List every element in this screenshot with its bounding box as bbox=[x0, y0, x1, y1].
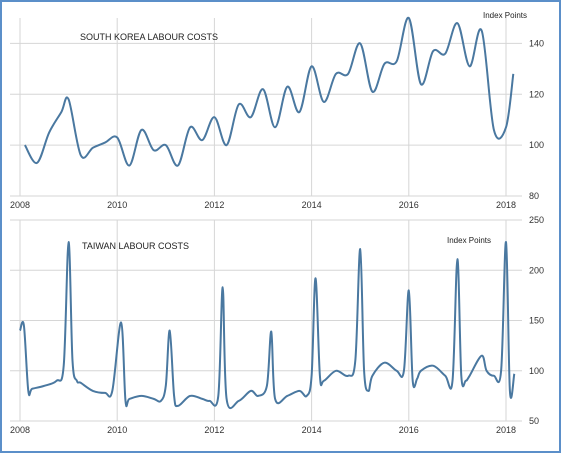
south-korea-y-ticks: 80 100 120 140 bbox=[529, 38, 544, 201]
x-tick-label: 2016 bbox=[399, 200, 419, 210]
x-tick-label: 2014 bbox=[302, 200, 322, 210]
x-tick-label: 2014 bbox=[302, 425, 322, 435]
taiwan-title: TAIWAN LABOUR COSTS bbox=[82, 241, 189, 251]
taiwan-unit-label: Index Points bbox=[447, 236, 491, 245]
taiwan-x-ticks: 2008 2010 2012 2014 2016 2018 bbox=[10, 425, 516, 435]
x-tick-label: 2018 bbox=[496, 425, 516, 435]
x-tick-label: 2016 bbox=[399, 425, 419, 435]
x-tick-label: 2012 bbox=[204, 200, 224, 210]
y-tick-label: 250 bbox=[529, 215, 544, 225]
south-korea-unit-label: Index Points bbox=[483, 11, 527, 20]
y-tick-label: 50 bbox=[529, 416, 539, 426]
taiwan-gridlines bbox=[10, 219, 522, 422]
x-tick-label: 2008 bbox=[10, 425, 30, 435]
x-tick-label: 2010 bbox=[107, 200, 127, 210]
x-tick-label: 2018 bbox=[496, 200, 516, 210]
south-korea-series-line bbox=[24, 16, 515, 167]
south-korea-chart: 80 100 120 140 2008 2010 2012 2014 2016 2018 SOU… bbox=[10, 11, 544, 210]
x-tick-label: 2008 bbox=[10, 200, 30, 210]
x-tick-label: 2010 bbox=[107, 425, 127, 435]
taiwan-y-ticks: 50 100 150 200 250 bbox=[529, 215, 544, 426]
south-korea-x-ticks: 2008 2010 2012 2014 2016 2018 bbox=[10, 200, 516, 210]
y-tick-label: 120 bbox=[529, 89, 544, 99]
y-tick-label: 100 bbox=[529, 140, 544, 150]
y-tick-label: 200 bbox=[529, 265, 544, 275]
south-korea-title: SOUTH KOREA LABOUR COSTS bbox=[80, 32, 218, 42]
y-tick-label: 100 bbox=[529, 366, 544, 376]
y-tick-label: 150 bbox=[529, 316, 544, 326]
x-tick-label: 2012 bbox=[204, 425, 224, 435]
taiwan-series-line bbox=[19, 241, 516, 410]
y-tick-label: 140 bbox=[529, 38, 544, 48]
y-tick-label: 80 bbox=[529, 191, 539, 201]
south-korea-gridlines bbox=[10, 18, 522, 197]
